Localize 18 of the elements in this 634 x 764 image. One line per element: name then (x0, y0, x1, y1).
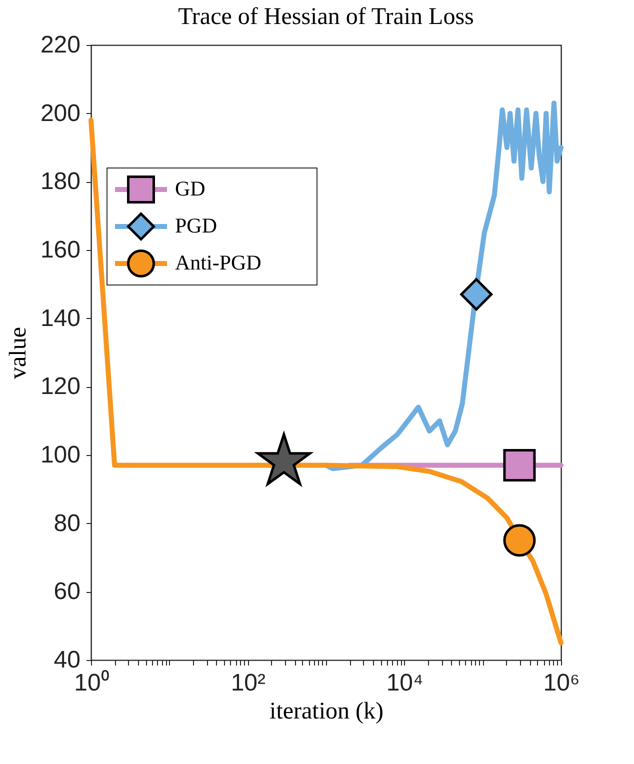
y-tick-label: 180 (40, 168, 80, 196)
x-tick-label: 10² (230, 670, 266, 696)
legend-label: Anti-PGD (175, 250, 262, 274)
y-tick-label: 120 (40, 373, 80, 400)
legend-label: PGD (175, 214, 218, 238)
legend-label: GD (175, 176, 206, 200)
y-tick-label: 140 (40, 304, 80, 332)
y-tick-label: 160 (40, 236, 80, 264)
y-tick-label: 100 (40, 442, 80, 468)
x-tick-label: 10⁴ (386, 670, 424, 696)
y-tick-label: 80 (54, 510, 80, 537)
chart-title: Trace of Hessian of Train Loss (178, 4, 474, 30)
x-axis-title: iteration (k) (270, 698, 384, 724)
y-tick-label: 220 (40, 32, 80, 58)
y-tick-label: 60 (54, 578, 80, 606)
y-axis-title: value (5, 327, 32, 379)
x-tick-label: 10⁶ (543, 670, 580, 696)
y-tick-label: 200 (40, 100, 80, 127)
